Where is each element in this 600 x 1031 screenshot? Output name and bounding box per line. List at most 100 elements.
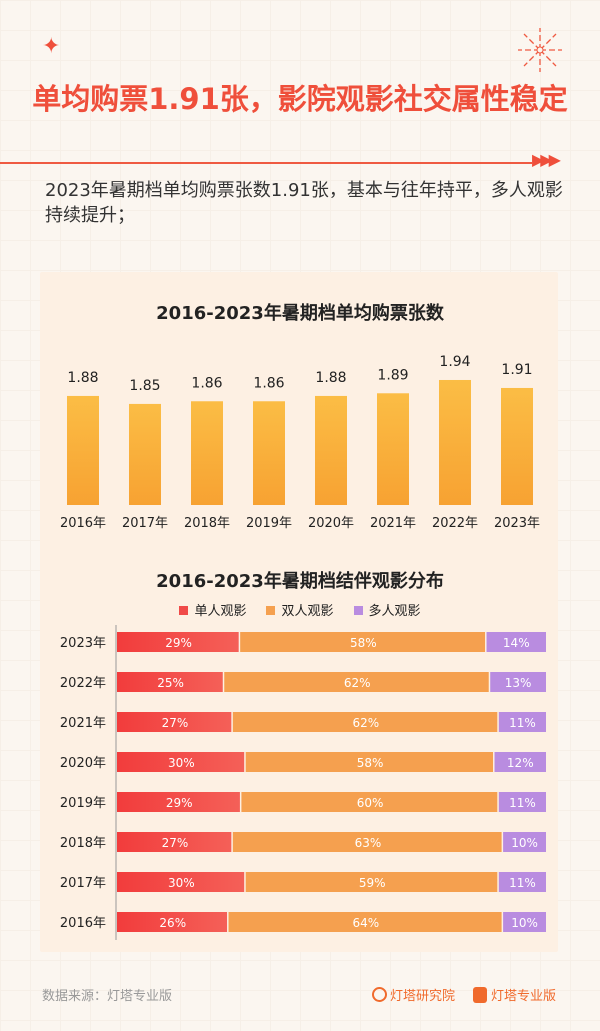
y-tick-label: 2018年 — [60, 836, 106, 851]
y-tick-label: 2022年 — [60, 676, 106, 691]
x-tick-label: 2020年 — [308, 516, 354, 531]
segment-双人观影 — [224, 672, 489, 692]
triple-arrow-icon: ▶▶▶ — [532, 150, 561, 169]
segment-单人观影 — [117, 872, 245, 892]
bar-2021年 — [377, 393, 409, 505]
x-tick-label: 2017年 — [122, 516, 168, 531]
segment-label: 29% — [166, 796, 193, 810]
segment-label: 27% — [162, 836, 189, 850]
segment-单人观影 — [117, 672, 223, 692]
legend-swatch — [179, 606, 189, 615]
segment-label: 29% — [165, 636, 192, 650]
segment-双人观影 — [245, 872, 498, 892]
segment-label: 30% — [168, 876, 195, 890]
divider — [0, 162, 532, 164]
segment-label: 58% — [350, 636, 377, 650]
brand-research-institute: 灯塔研究院 — [372, 985, 455, 1004]
brand2-label: 灯塔专业版 — [491, 989, 557, 1004]
description: 2023年暑期档单均购票张数1.91张，基本与往年持平，多人观影持续提升； — [45, 180, 563, 226]
segment-多人观影 — [498, 872, 546, 892]
value-label: 1.89 — [377, 367, 408, 383]
y-tick-label: 2017年 — [60, 876, 106, 891]
companion-stacked-bar-chart: 2023年 29% 58% 14% 2022年 25% 62% 13% 2021年 27% 62% 1… — [60, 625, 546, 940]
bar-2017年 — [129, 403, 161, 505]
segment-label: 13% — [505, 676, 532, 690]
bar-2018年 — [191, 401, 223, 505]
value-label: 1.86 — [191, 375, 222, 391]
segment-多人观影 — [503, 912, 546, 932]
value-label: 1.85 — [129, 378, 160, 394]
segment-多人观影 — [498, 792, 546, 812]
legend-item: 双人观影 — [266, 604, 334, 619]
value-label: 1.94 — [439, 354, 470, 370]
segment-多人观影 — [498, 712, 546, 732]
bar-2023年 — [501, 387, 533, 505]
value-label: 1.88 — [315, 370, 346, 386]
bar-2016年 — [67, 395, 99, 505]
x-tick-label: 2018年 — [184, 516, 230, 531]
segment-label: 14% — [503, 636, 530, 650]
lighthouse-logo-icon — [473, 987, 487, 1003]
x-tick-label: 2023年 — [494, 516, 540, 531]
value-label: 1.86 — [253, 375, 284, 391]
segment-label: 11% — [509, 796, 536, 810]
x-tick-label: 2022年 — [432, 516, 478, 531]
segment-单人观影 — [117, 712, 232, 732]
segment-label: 25% — [157, 676, 184, 690]
data-source: 数据来源：灯塔专业版 — [42, 989, 173, 1004]
segment-label: 62% — [344, 676, 371, 690]
segment-双人观影 — [228, 912, 502, 932]
sparkle-icon: ✦ — [42, 34, 61, 59]
value-label: 1.91 — [501, 362, 532, 378]
chart1-title: 2016-2023年暑期档单均购票张数 — [156, 303, 444, 324]
y-tick-label: 2016年 — [60, 916, 106, 931]
segment-双人观影 — [232, 832, 502, 852]
segment-label: 27% — [162, 716, 189, 730]
chart2-title: 2016-2023年暑期档结伴观影分布 — [156, 571, 444, 592]
segment-label: 63% — [355, 836, 382, 850]
y-tick-label: 2021年 — [60, 716, 106, 731]
segment-单人观影 — [117, 632, 239, 652]
segment-label: 60% — [357, 796, 384, 810]
segment-label: 30% — [168, 756, 195, 770]
y-tick-label: 2020年 — [60, 756, 106, 771]
segment-label: 11% — [509, 716, 536, 730]
segment-label: 26% — [159, 916, 186, 930]
segment-label: 59% — [359, 876, 386, 890]
segment-单人观影 — [117, 832, 232, 852]
brand-pro: 灯塔专业版 — [473, 985, 556, 1004]
avg-tickets-bar-chart: 1.88 2016年 1.85 2017年 1.86 2018年 1.86 2019年 1.88… — [60, 354, 540, 531]
segment-label: 62% — [352, 716, 379, 730]
segment-多人观影 — [490, 672, 546, 692]
segment-单人观影 — [117, 792, 240, 812]
bar-2020年 — [315, 395, 347, 505]
legend-item: 多人观影 — [353, 604, 421, 619]
legend-swatch — [353, 606, 363, 615]
legend: 单人观影 双人观影 多人观影 — [0, 600, 600, 619]
segment-多人观影 — [503, 832, 546, 852]
segment-单人观影 — [117, 912, 228, 932]
magnifier-logo-icon — [372, 987, 387, 1002]
segment-双人观影 — [241, 792, 498, 812]
segment-label: 10% — [511, 916, 538, 930]
bar-2022年 — [439, 379, 471, 505]
segment-双人观影 — [232, 712, 498, 732]
legend-label: 单人观影 — [194, 604, 247, 619]
segment-双人观影 — [245, 752, 494, 772]
legend-swatch — [266, 606, 276, 615]
segment-label: 12% — [507, 756, 534, 770]
segment-label: 58% — [357, 756, 384, 770]
legend-label: 双人观影 — [281, 604, 334, 619]
legend-item: 单人观影 — [179, 604, 246, 619]
value-label: 1.88 — [67, 370, 98, 386]
page-title: 单均购票1.91张，影院观影社交属性稳定 — [32, 82, 568, 116]
x-tick-label: 2016年 — [60, 516, 106, 531]
firework-icon — [518, 28, 562, 72]
segment-多人观影 — [486, 632, 546, 652]
legend-label: 多人观影 — [368, 604, 421, 619]
y-tick-label: 2023年 — [60, 636, 106, 651]
x-tick-label: 2019年 — [246, 516, 292, 531]
y-tick-label: 2019年 — [60, 796, 106, 811]
bar-2019年 — [253, 401, 285, 505]
segment-label: 64% — [352, 916, 379, 930]
